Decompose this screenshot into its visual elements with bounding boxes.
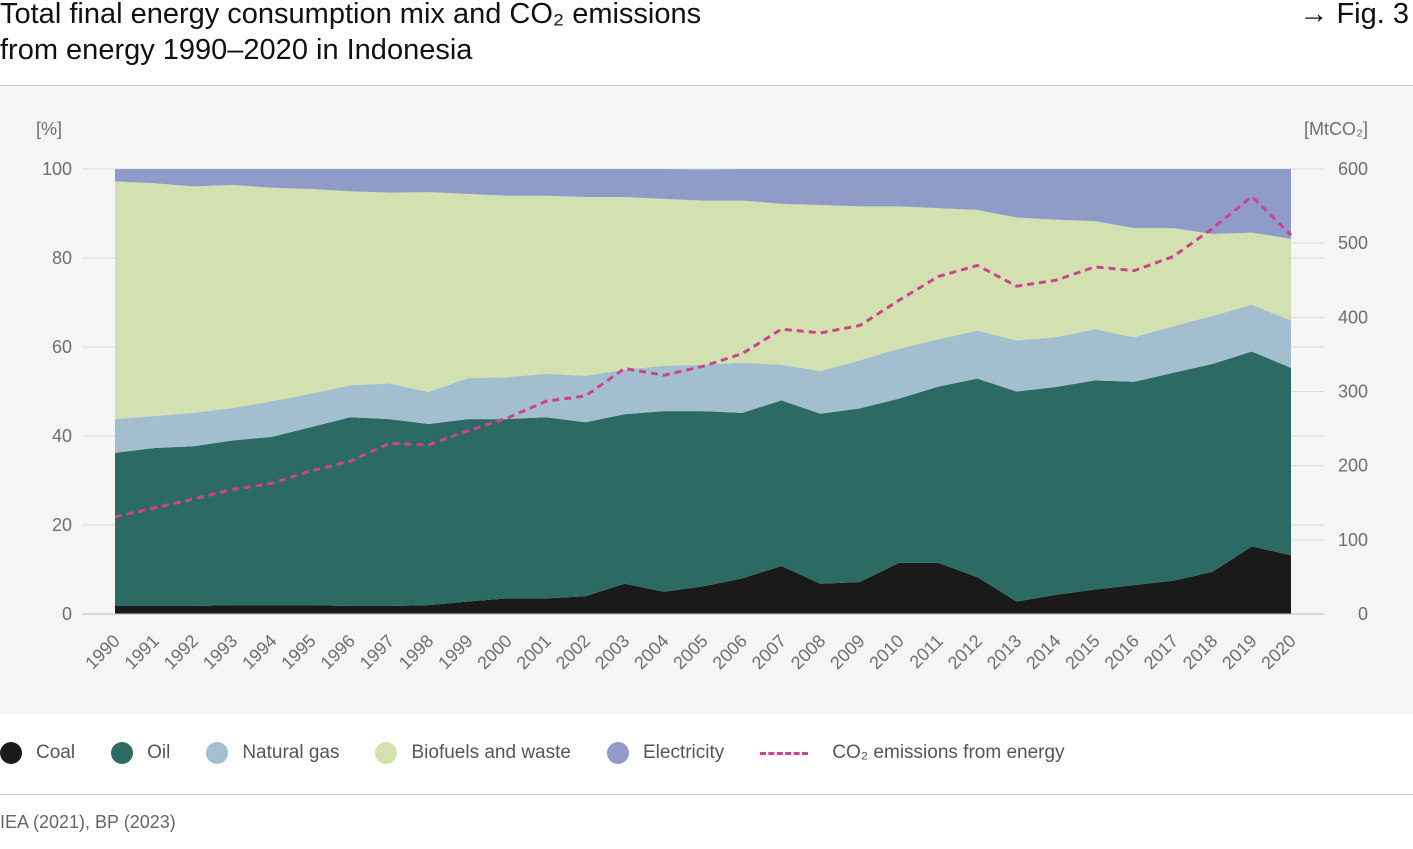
x-tick-label: 1994 bbox=[238, 631, 280, 673]
y-right-tick-label: 300 bbox=[1338, 382, 1368, 402]
legend-swatch-icon bbox=[375, 742, 398, 764]
x-tick-label: 1992 bbox=[160, 631, 202, 673]
legend-label: CO₂ emissions from energy bbox=[832, 742, 1065, 763]
legend-label: Natural gas bbox=[242, 742, 340, 763]
x-tick-label: 2012 bbox=[944, 631, 986, 673]
x-tick-label: 2010 bbox=[865, 631, 907, 673]
legend-item-electricity: Electricity bbox=[606, 742, 725, 764]
area-coal bbox=[115, 546, 1291, 614]
legend-label: Biofuels and waste bbox=[411, 742, 571, 763]
y-right-tick-label: 100 bbox=[1338, 530, 1368, 550]
y-left-tick-label: 20 bbox=[52, 515, 72, 535]
x-tick-label: 2017 bbox=[1140, 631, 1182, 673]
chart-title: Total final energy consumption mix and C… bbox=[0, 0, 900, 68]
legend-label: Oil bbox=[147, 742, 171, 763]
y-right-axis-label: [MtCO₂] bbox=[1304, 119, 1368, 139]
legend-item-natural-gas: Natural gas bbox=[206, 742, 339, 764]
x-tick-label: 2015 bbox=[1061, 631, 1103, 673]
x-tick-label: 2001 bbox=[513, 631, 555, 673]
x-tick-label: 2006 bbox=[709, 631, 751, 673]
area-natural-gas bbox=[115, 304, 1291, 453]
x-tick-label: 2013 bbox=[983, 631, 1025, 673]
y-left-axis-label: [%] bbox=[36, 119, 62, 139]
legend-label: Electricity bbox=[642, 742, 725, 763]
x-tick-label: 2007 bbox=[748, 631, 790, 673]
figure-reference: → Fig. 3 bbox=[1299, 0, 1409, 30]
x-tick-label: 2004 bbox=[630, 631, 672, 673]
x-tick-label: 1991 bbox=[121, 631, 163, 673]
x-tick-label: 2014 bbox=[1022, 631, 1064, 673]
y-left-tick-label: 60 bbox=[52, 337, 72, 357]
x-tick-label: 2011 bbox=[906, 631, 948, 673]
legend-swatch-icon bbox=[0, 742, 22, 764]
x-tick-label: 2020 bbox=[1257, 631, 1299, 673]
x-tick-label: 1997 bbox=[356, 631, 398, 673]
x-tick-label: 1998 bbox=[395, 631, 437, 673]
x-tick-label: 2005 bbox=[669, 631, 711, 673]
y-left-tick-label: 40 bbox=[52, 426, 72, 446]
x-tick-label: 2019 bbox=[1218, 631, 1260, 673]
y-right-tick-label: 500 bbox=[1338, 233, 1368, 253]
legend-swatch-icon bbox=[111, 742, 134, 764]
x-tick-label: 2008 bbox=[787, 631, 829, 673]
area-electricity bbox=[115, 169, 1291, 239]
area-oil bbox=[115, 351, 1291, 606]
x-tick-label: 2016 bbox=[1101, 631, 1143, 673]
legend: Coal Oil Natural gas Biofuels and waste Elec… bbox=[0, 734, 1101, 772]
legend-swatch-icon bbox=[206, 742, 229, 764]
title-line-2: from energy 1990–2020 in Indonesia bbox=[0, 34, 473, 66]
x-tick-label: 1996 bbox=[317, 631, 359, 673]
y-left-tick-label: 0 bbox=[62, 604, 72, 624]
y-left-tick-label: 100 bbox=[42, 159, 72, 179]
x-tick-label: 2003 bbox=[591, 631, 633, 673]
legend-label: Coal bbox=[36, 742, 76, 763]
x-tick-label: 2018 bbox=[1179, 631, 1221, 673]
y-left-tick-label: 80 bbox=[52, 248, 72, 268]
y-right-tick-label: 200 bbox=[1338, 456, 1368, 476]
bottom-divider bbox=[0, 794, 1413, 795]
y-right-tick-label: 400 bbox=[1338, 307, 1368, 327]
co2-emissions-line bbox=[114, 194, 1293, 519]
title-line-1: Total final energy consumption mix and C… bbox=[0, 0, 702, 30]
chart-panel: 100 80 60 40 20 0 600 500 400 300 200 100 0 [%] [MtCO₂… bbox=[0, 87, 1413, 714]
x-tick-label: 2002 bbox=[552, 631, 594, 673]
x-tick-label: 1999 bbox=[434, 631, 476, 673]
source-note: IEA (2021), BP (2023) bbox=[0, 812, 176, 832]
x-tick-label: 2000 bbox=[473, 631, 515, 673]
x-tick-label: 1995 bbox=[277, 631, 319, 673]
y-right-tick-label: 0 bbox=[1358, 604, 1368, 624]
legend-item-oil: Oil bbox=[111, 742, 170, 764]
legend-dashed-line-icon bbox=[760, 751, 809, 755]
top-divider bbox=[0, 85, 1413, 86]
x-tick-label: 1993 bbox=[199, 631, 241, 673]
legend-item-co2: CO₂ emissions from energy bbox=[760, 742, 1065, 764]
area-biofuels bbox=[115, 181, 1291, 420]
x-tick-label: 2009 bbox=[826, 631, 868, 673]
x-tick-label: 1990 bbox=[81, 631, 123, 673]
legend-item-biofuels: Biofuels and waste bbox=[375, 742, 571, 764]
legend-swatch-icon bbox=[606, 742, 629, 764]
legend-item-coal: Coal bbox=[0, 742, 75, 764]
y-right-tick-label: 600 bbox=[1338, 159, 1368, 179]
